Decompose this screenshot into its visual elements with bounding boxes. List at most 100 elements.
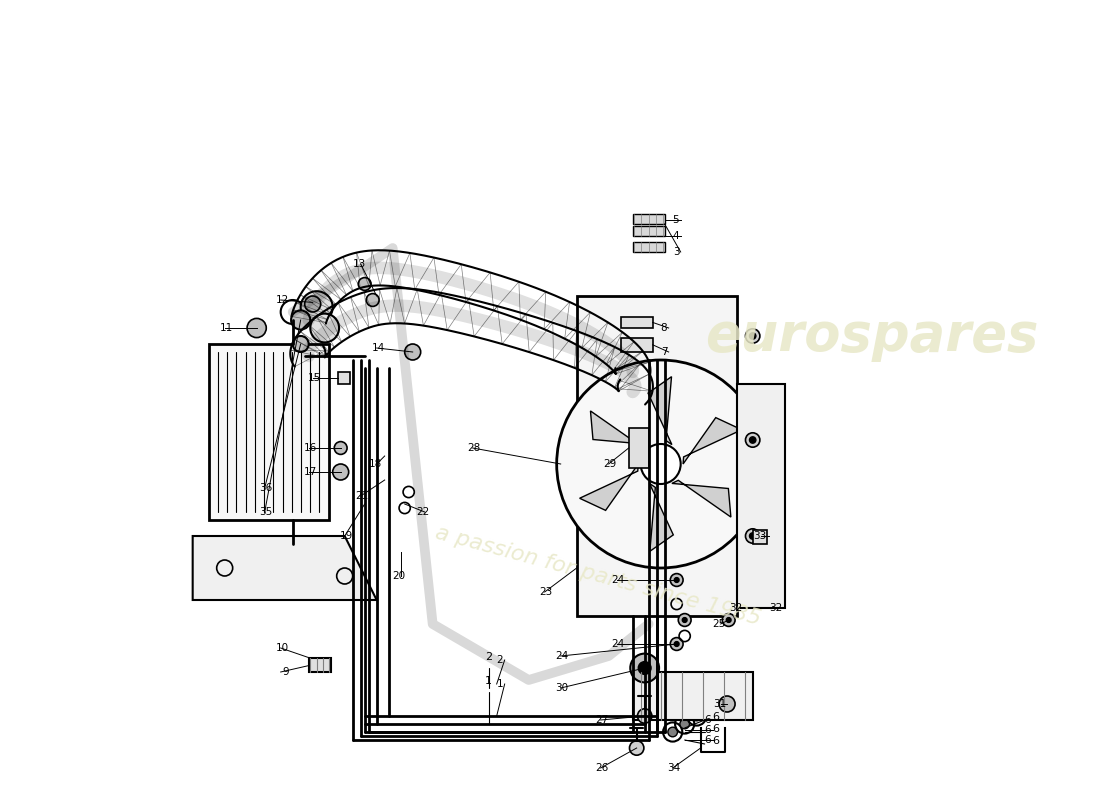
Bar <box>629 428 649 468</box>
Text: 19: 19 <box>340 531 353 541</box>
Circle shape <box>680 719 690 729</box>
Circle shape <box>682 618 688 622</box>
Text: 30: 30 <box>556 683 569 693</box>
Text: 28: 28 <box>468 443 481 453</box>
Text: 27: 27 <box>595 715 608 725</box>
Text: 6: 6 <box>705 725 712 734</box>
Text: 22: 22 <box>417 507 430 517</box>
Circle shape <box>292 310 310 330</box>
Circle shape <box>310 314 339 342</box>
Text: 11: 11 <box>219 323 233 333</box>
Text: 23: 23 <box>539 587 552 597</box>
Bar <box>632 214 664 224</box>
Bar <box>632 242 664 252</box>
Text: 34: 34 <box>668 763 681 773</box>
Text: 1: 1 <box>497 679 504 689</box>
Text: 16: 16 <box>304 443 317 453</box>
Circle shape <box>638 662 651 674</box>
Text: 35: 35 <box>260 507 273 517</box>
Bar <box>620 317 652 328</box>
Circle shape <box>629 741 644 755</box>
Polygon shape <box>649 483 673 551</box>
Circle shape <box>746 433 760 447</box>
Text: 6: 6 <box>705 715 712 725</box>
Circle shape <box>674 578 679 582</box>
Circle shape <box>366 294 379 306</box>
Bar <box>209 344 329 520</box>
Text: 17: 17 <box>304 467 317 477</box>
Circle shape <box>557 360 764 568</box>
Text: 6: 6 <box>705 735 712 745</box>
Text: 24: 24 <box>612 639 625 649</box>
Circle shape <box>670 638 683 650</box>
Bar <box>632 672 752 720</box>
Text: 32: 32 <box>769 603 782 613</box>
Text: 6: 6 <box>713 736 719 746</box>
Bar <box>632 226 664 236</box>
Circle shape <box>749 333 756 339</box>
Circle shape <box>293 336 309 352</box>
Circle shape <box>746 529 760 543</box>
Polygon shape <box>648 377 672 445</box>
Bar <box>576 296 737 616</box>
Circle shape <box>405 344 420 360</box>
Circle shape <box>749 437 756 443</box>
Text: 21: 21 <box>355 491 368 501</box>
Polygon shape <box>683 418 741 464</box>
Text: 18: 18 <box>368 459 382 469</box>
Bar <box>737 384 784 608</box>
Text: 4: 4 <box>673 231 680 241</box>
Circle shape <box>332 464 349 480</box>
Bar <box>309 658 331 672</box>
Text: 24: 24 <box>556 651 569 661</box>
Circle shape <box>305 296 321 312</box>
Circle shape <box>359 278 371 290</box>
Text: 15: 15 <box>307 374 321 383</box>
Text: 24: 24 <box>612 575 625 585</box>
Bar <box>339 372 350 384</box>
Text: 33: 33 <box>752 531 766 541</box>
Text: 20: 20 <box>393 571 406 581</box>
Bar <box>752 530 767 544</box>
Circle shape <box>668 727 678 737</box>
Circle shape <box>723 614 735 626</box>
Circle shape <box>248 318 266 338</box>
Text: 32: 32 <box>728 603 741 613</box>
Text: 26: 26 <box>595 763 608 773</box>
Circle shape <box>640 444 681 484</box>
Polygon shape <box>672 480 730 517</box>
Text: 13: 13 <box>353 259 366 269</box>
Circle shape <box>749 533 756 539</box>
Text: 3: 3 <box>673 247 680 257</box>
Circle shape <box>746 329 760 343</box>
Polygon shape <box>580 464 638 510</box>
Text: 1: 1 <box>485 676 492 686</box>
Text: a passion for parts since 1985: a passion for parts since 1985 <box>432 523 762 629</box>
Polygon shape <box>591 411 649 448</box>
Circle shape <box>679 614 691 626</box>
Text: 25: 25 <box>713 619 726 629</box>
Bar <box>620 338 652 352</box>
Circle shape <box>726 618 732 622</box>
Text: 8: 8 <box>661 323 668 333</box>
Text: 6: 6 <box>713 724 719 734</box>
Text: 12: 12 <box>275 295 288 305</box>
Text: 2: 2 <box>485 652 492 662</box>
Circle shape <box>638 709 652 723</box>
Text: 7: 7 <box>661 347 668 357</box>
Text: 31: 31 <box>713 699 726 709</box>
Circle shape <box>334 442 348 454</box>
Circle shape <box>674 642 679 646</box>
Circle shape <box>692 711 702 721</box>
Text: 10: 10 <box>276 643 288 653</box>
Polygon shape <box>192 536 376 600</box>
Text: 14: 14 <box>372 343 385 353</box>
Text: eurospares: eurospares <box>705 310 1038 362</box>
Circle shape <box>719 696 735 712</box>
Circle shape <box>670 574 683 586</box>
Text: 6: 6 <box>713 712 719 722</box>
Text: 2: 2 <box>497 655 504 665</box>
Circle shape <box>300 291 332 323</box>
Text: 29: 29 <box>604 459 617 469</box>
Text: 36: 36 <box>260 483 273 493</box>
